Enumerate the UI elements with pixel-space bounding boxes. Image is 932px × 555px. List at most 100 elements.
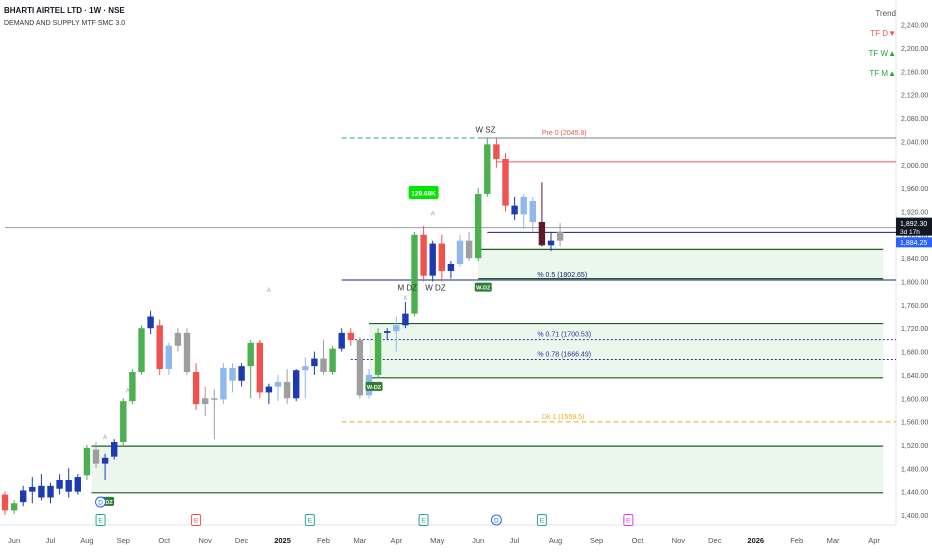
y-tick-11: 1,840.00 — [901, 256, 928, 263]
symbol-title: BHARTI AIRTEL LTD · 1W · NSE — [4, 6, 125, 15]
x-tick-19: 2026 — [747, 536, 764, 545]
candle-body — [83, 447, 91, 476]
candle-body — [238, 366, 245, 381]
x-tick-15: Sep — [590, 536, 603, 545]
x-tick-4: Oct — [158, 536, 171, 545]
y-tick-1: 1,440.00 — [901, 490, 928, 497]
candle-body — [10, 503, 18, 511]
candle-body — [174, 332, 182, 346]
dividend-marker-top — [95, 496, 107, 508]
y-tick-4: 1,560.00 — [901, 420, 928, 427]
event-marker-label-2: E — [308, 518, 313, 525]
y-tick-21: 2,240.00 — [901, 23, 928, 30]
candle-body — [20, 490, 27, 503]
y-tick-14: 1,960.00 — [901, 186, 928, 193]
y-tick-7: 1,680.00 — [901, 350, 928, 357]
y-tick-16: 2,040.00 — [901, 139, 928, 146]
volume-callout-bg — [408, 185, 439, 199]
candle-body — [529, 200, 536, 222]
event-marker-label-5: E — [540, 518, 545, 525]
x-tick-20: Feb — [790, 536, 803, 545]
annotation-5: A — [126, 388, 130, 394]
candle-body — [393, 325, 400, 332]
annotation-4: A — [267, 288, 271, 294]
earnings-marker-3 — [418, 514, 429, 526]
trend-row-daily: TF D▼ — [870, 29, 896, 38]
candle-body — [47, 485, 54, 498]
candle-body — [411, 234, 418, 314]
x-tick-9: Mar — [353, 536, 366, 545]
zone-tag-bg-1 — [365, 381, 383, 391]
candle-body — [402, 313, 409, 326]
candle-body — [429, 243, 436, 276]
candle-body — [329, 348, 336, 372]
candle-body — [192, 371, 200, 405]
candle-body — [138, 328, 145, 372]
dividend-marker-top-label: D — [98, 500, 103, 507]
candle-body — [220, 367, 227, 400]
candle-body — [56, 479, 63, 489]
y-tick-8: 1,720.00 — [901, 326, 928, 333]
zone-tag-bg-2 — [474, 282, 492, 292]
earnings-marker-5 — [536, 514, 547, 526]
earnings-marker-2 — [304, 514, 315, 526]
candle-body — [293, 370, 300, 399]
annotation-1: M DZ — [397, 283, 417, 292]
y-tick-15: 2,000.00 — [901, 163, 928, 170]
level-label-3: % 0.71 (1700.53) — [537, 332, 591, 339]
event-marker-label-0: E — [98, 518, 103, 525]
candle-body — [111, 442, 118, 457]
event-marker-label-1: E — [194, 518, 199, 525]
candle-body — [520, 196, 527, 215]
candle-body — [211, 398, 218, 400]
candle-body — [456, 240, 464, 264]
y-tick-9: 1,760.00 — [901, 303, 928, 310]
x-tick-10: Apr — [390, 536, 402, 545]
x-tick-21: Mar — [827, 536, 840, 545]
earnings-marker-1 — [191, 514, 202, 526]
candle-body — [202, 398, 209, 405]
candle-body — [447, 264, 455, 272]
candle-body — [374, 332, 382, 375]
indicator-name: DEMAND AND SUPPLY MTF SMC 3.0 — [4, 20, 126, 27]
zone-tag-2: W-DZ — [476, 286, 491, 292]
level-label-4: % 0.78 (1666.49) — [537, 351, 591, 358]
x-tick-3: Sep — [117, 536, 130, 545]
annotation-2: W DZ — [425, 283, 446, 292]
candle-body — [283, 381, 291, 399]
candle-body — [1, 494, 9, 511]
y-tick-5: 1,600.00 — [901, 396, 928, 403]
candle-body — [465, 240, 473, 259]
level-label-0: Pre 0 (2045.8) — [542, 130, 587, 137]
x-tick-2: Aug — [80, 536, 93, 545]
earnings-marker-0 — [95, 514, 106, 526]
y-tick-17: 2,080.00 — [901, 116, 928, 123]
trend-row-monthly: TF M▲ — [869, 69, 896, 78]
bar-countdown: 3d 17h — [900, 229, 920, 236]
candle-body — [311, 358, 318, 367]
x-tick-8: Feb — [317, 536, 330, 545]
x-tick-6: Dec — [235, 536, 249, 545]
candle-body — [475, 193, 482, 259]
y-tick-20: 2,200.00 — [901, 46, 928, 53]
candle-body — [247, 342, 254, 367]
candle-body — [274, 381, 282, 387]
level-label-5: Dk 1 (1559.5) — [542, 414, 584, 421]
trend-title: Trend — [875, 9, 896, 18]
dividend-marker-4 — [490, 514, 502, 526]
candle-body — [493, 144, 500, 159]
x-tick-12: Jun — [472, 536, 484, 545]
annotation-3: X — [403, 296, 407, 302]
volume-callout: 129.68K — [411, 190, 436, 197]
candle-body — [420, 234, 427, 276]
candle-body — [120, 401, 127, 443]
candle-body — [356, 339, 364, 396]
event-marker-label-6: E — [626, 518, 631, 525]
x-tick-18: Dec — [708, 536, 722, 545]
y-tick-18: 2,120.00 — [901, 93, 928, 100]
x-tick-0: Jun — [8, 536, 20, 545]
demand-zone-0 — [91, 446, 884, 493]
trend-panel: Trend TF D▼ TF W▲ TF M▲ — [846, 8, 896, 88]
